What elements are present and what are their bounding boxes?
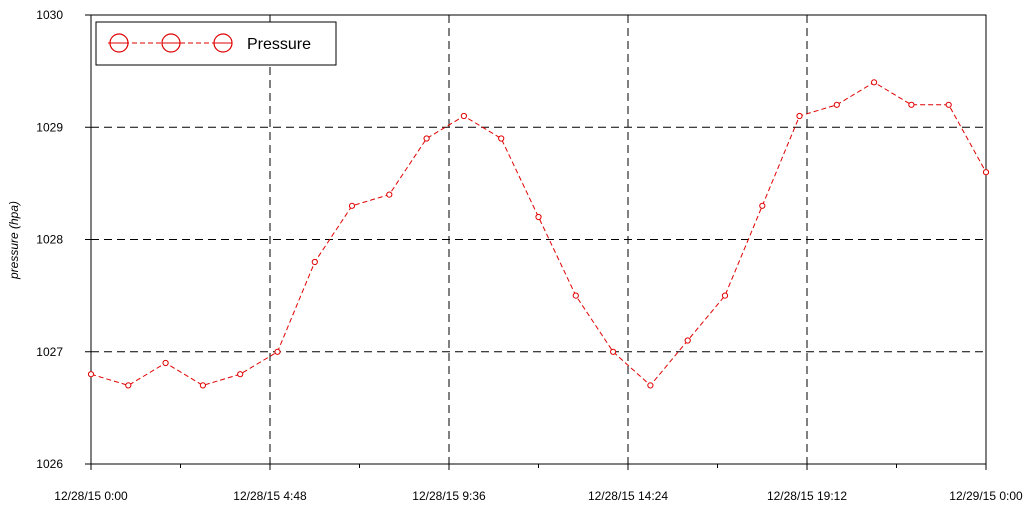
data-point bbox=[125, 382, 132, 389]
data-point bbox=[498, 135, 505, 142]
data-point bbox=[572, 292, 579, 299]
legend-label-pressure: Pressure bbox=[247, 36, 311, 53]
x-axis-tick-labels: 12/28/15 0:00 12/28/15 4:48 12/28/15 9:36 1… bbox=[54, 489, 1023, 503]
y-tick-label: 1027 bbox=[36, 345, 63, 359]
data-point bbox=[871, 79, 878, 86]
data-point bbox=[796, 112, 803, 120]
x-tick-label: 12/28/15 9:36 bbox=[412, 489, 486, 503]
data-point bbox=[721, 292, 729, 299]
data-point bbox=[833, 101, 840, 108]
y-axis-title: pressure (hpa) bbox=[7, 201, 21, 280]
x-tick-label: 12/28/15 4:48 bbox=[233, 489, 307, 503]
grid-lines bbox=[91, 15, 986, 464]
data-point bbox=[386, 191, 393, 198]
data-point bbox=[535, 213, 542, 221]
x-tick-label: 12/28/15 0:00 bbox=[54, 489, 128, 503]
x-tick-label: 12/29/15 0:00 bbox=[949, 489, 1023, 503]
y-tick-label: 1030 bbox=[36, 8, 63, 22]
legend: Pressure bbox=[95, 21, 337, 66]
x-tick-label: 12/28/15 19:12 bbox=[767, 489, 847, 503]
data-point bbox=[908, 101, 915, 108]
data-point bbox=[982, 169, 990, 176]
axis-ticks bbox=[85, 14, 987, 470]
data-point bbox=[684, 337, 691, 344]
data-point bbox=[610, 348, 617, 355]
data-point bbox=[162, 359, 169, 367]
data-point bbox=[237, 371, 244, 378]
y-tick-label: 1026 bbox=[36, 457, 63, 471]
series-group bbox=[87, 79, 990, 389]
x-tick-label: 12/28/15 14:24 bbox=[588, 489, 668, 503]
y-axis-tick-labels: 1026 1027 1028 1029 1030 bbox=[36, 8, 63, 471]
data-point bbox=[945, 101, 952, 108]
data-point bbox=[460, 112, 467, 120]
data-point bbox=[199, 382, 206, 389]
data-point bbox=[274, 348, 281, 355]
y-tick-label: 1028 bbox=[36, 233, 63, 247]
data-point bbox=[759, 202, 766, 209]
series-line bbox=[90, 81, 987, 387]
data-point bbox=[348, 202, 356, 209]
legend-series-sample bbox=[108, 33, 233, 53]
data-point bbox=[423, 135, 430, 142]
data-point bbox=[311, 258, 318, 266]
data-point bbox=[87, 371, 95, 378]
y-tick-label: 1029 bbox=[36, 120, 63, 134]
data-point bbox=[647, 382, 654, 389]
